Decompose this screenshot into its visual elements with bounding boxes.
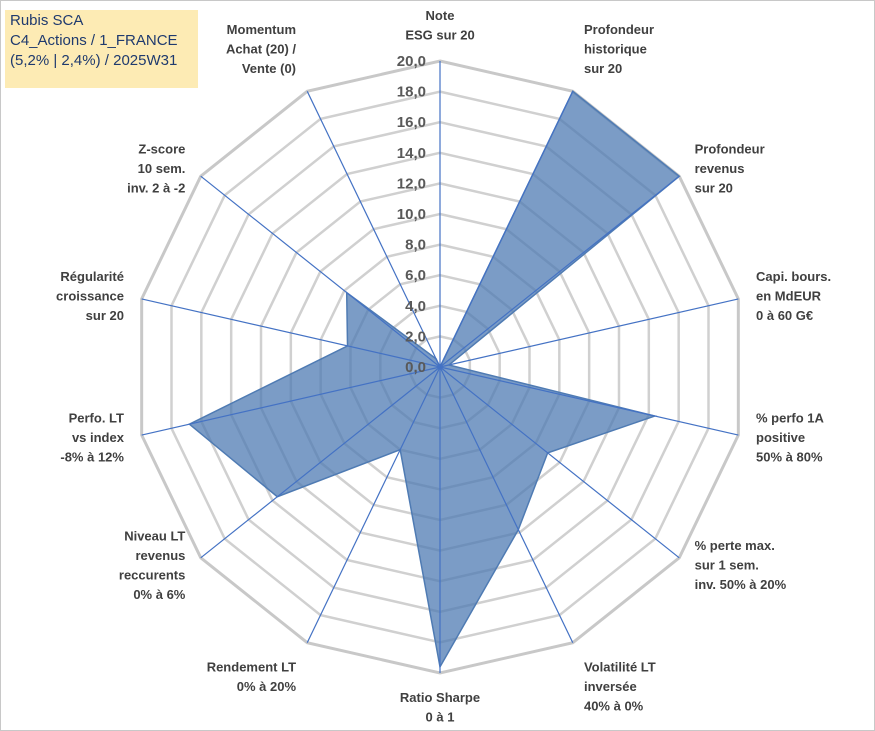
- axis-label-line: Régularité: [60, 269, 124, 284]
- tick-label: 16,0: [397, 114, 426, 131]
- axis-label-line: sur 20: [86, 308, 124, 323]
- axis-label: % perte max. sur 1 sem. inv. 50% à 20%: [695, 538, 787, 592]
- axis-label-line: Rendement LT: [207, 660, 296, 675]
- tick-label: 8,0: [405, 237, 426, 254]
- axis-spoke: [141, 366, 441, 436]
- axis-label-line: Ratio Sharpe: [400, 690, 480, 705]
- radar-axes: [141, 61, 739, 673]
- axis-label-line: Vente (0): [242, 61, 296, 76]
- axis-spoke: [306, 366, 441, 643]
- axis-label-line: inv. 2 à -2: [127, 180, 185, 195]
- axis-spoke: [439, 298, 739, 368]
- axis-label-line: revenus: [136, 548, 186, 563]
- axis-label: Perfo. LT vs index -8% à 12%: [60, 411, 124, 465]
- axis-label-line: vs index: [72, 430, 125, 445]
- tick-label: 12,0: [397, 175, 426, 192]
- axis-label: Niveau LT revenus reccurents 0% à 6%: [119, 528, 186, 602]
- axis-label-line: revenus: [695, 161, 745, 176]
- axis-label-line: historique: [584, 41, 647, 56]
- axis-label: Momentum Achat (20) / Vente (0): [226, 22, 296, 76]
- axis-label: Ratio Sharpe 0 à 1: [400, 690, 480, 725]
- axis-label: Note ESG sur 20: [405, 8, 474, 43]
- axis-label-line: reccurents: [119, 567, 185, 582]
- tick-label: 10,0: [397, 206, 426, 223]
- tick-label: 0,0: [405, 359, 426, 376]
- axis-label: % perfo 1A positive 50% à 80%: [756, 411, 825, 465]
- axis-label-line: positive: [756, 430, 805, 445]
- axis-labels: Note ESG sur 20 Profondeur historique sur 20…: [56, 8, 831, 725]
- radial-tick-labels: 0,0 2,0 4,0 6,0 8,0 10,0 12,0 14,0 16,0 18,0 20,0: [397, 53, 426, 376]
- axis-spoke: [306, 91, 441, 368]
- axis-label-line: Achat (20) /: [226, 41, 296, 56]
- axis-label: Profondeur historique sur 20: [584, 22, 654, 76]
- tick-label: 6,0: [405, 267, 426, 284]
- axis-label: Z-score 10 sem. inv. 2 à -2: [127, 141, 185, 195]
- axis-label-line: inversée: [584, 679, 637, 694]
- chart-title-box: Rubis SCA C4_Actions / 1_FRANCE (5,2% | …: [5, 10, 198, 88]
- axis-label-line: 0 à 60 G€: [756, 308, 813, 323]
- axis-label: Régularité croissance sur 20: [56, 269, 124, 323]
- axis-label-line: ESG sur 20: [405, 28, 474, 43]
- title-line-1: Rubis SCA: [10, 12, 84, 29]
- axis-spoke: [200, 175, 441, 368]
- tick-label: 2,0: [405, 328, 426, 345]
- axis-label-line: Profondeur: [584, 22, 654, 37]
- axis-label-line: Profondeur: [695, 141, 765, 156]
- title-line-2: C4_Actions / 1_FRANCE: [10, 32, 178, 49]
- axis-spoke: [439, 91, 574, 368]
- axis-label-line: inv. 50% à 20%: [695, 577, 787, 592]
- axis-label-line: Momentum: [227, 22, 296, 37]
- axis-label: Capi. bours. en MdEUR 0 à 60 G€: [756, 269, 831, 323]
- axis-spoke: [439, 366, 574, 643]
- axis-label: Volatilité LT inversée 40% à 0%: [584, 660, 656, 714]
- axis-label-line: 40% à 0%: [584, 699, 644, 714]
- axis-label-line: en MdEUR: [756, 288, 822, 303]
- axis-label-line: Volatilité LT: [584, 660, 656, 675]
- axis-spoke: [439, 366, 739, 436]
- axis-label-line: -8% à 12%: [60, 450, 124, 465]
- axis-label-line: Z-score: [138, 141, 185, 156]
- axis-label-line: sur 20: [584, 61, 622, 76]
- axis-label: Profondeur revenus sur 20: [695, 141, 765, 195]
- axis-label-line: 0% à 6%: [133, 587, 185, 602]
- tick-label: 4,0: [405, 298, 426, 315]
- axis-spoke: [200, 366, 441, 559]
- axis-label-line: % perfo 1A: [756, 411, 825, 426]
- axis-label-line: % perte max.: [695, 538, 775, 553]
- axis-label-line: Perfo. LT: [69, 411, 124, 426]
- axis-label-line: Capi. bours.: [756, 269, 831, 284]
- title-line-3: (5,2% | 2,4%) / 2025W31: [10, 52, 178, 69]
- axis-label-line: Niveau LT: [124, 528, 185, 543]
- axis-spoke: [439, 175, 680, 368]
- tick-label: 14,0: [397, 145, 426, 162]
- axis-label-line: 50% à 80%: [756, 450, 823, 465]
- tick-label: 20,0: [397, 53, 426, 70]
- axis-label-line: 0% à 20%: [237, 679, 297, 694]
- tick-label: 18,0: [397, 84, 426, 101]
- axis-label-line: Note: [426, 8, 455, 23]
- axis-label-line: sur 1 sem.: [695, 558, 759, 573]
- axis-spoke: [439, 366, 680, 559]
- axis-label-line: sur 20: [695, 180, 733, 195]
- axis-label-line: croissance: [56, 288, 124, 303]
- axis-label-line: 0 à 1: [426, 710, 455, 725]
- axis-label-line: 10 sem.: [138, 161, 186, 176]
- axis-label: Rendement LT 0% à 20%: [207, 660, 297, 695]
- axis-spoke: [141, 298, 441, 368]
